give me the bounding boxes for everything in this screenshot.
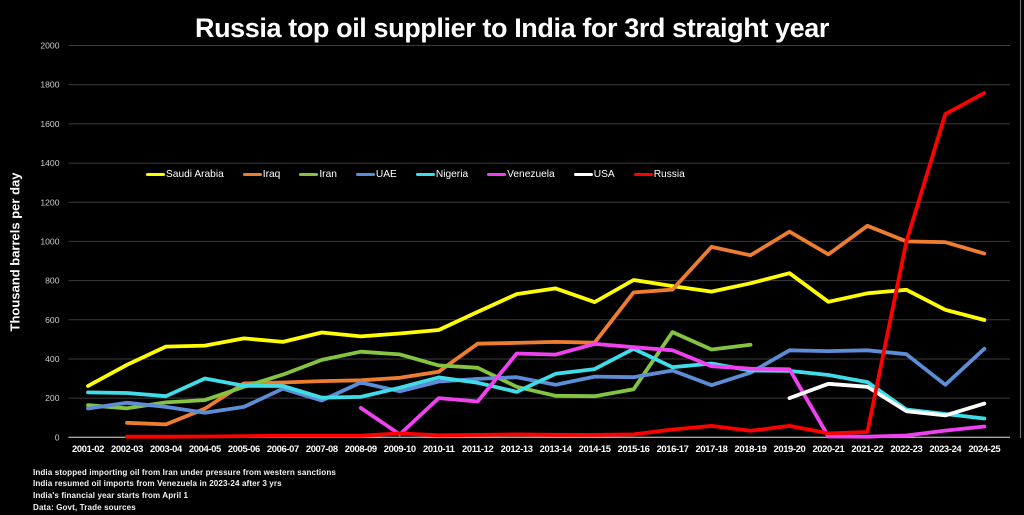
x-tick-label-2024-25: 2024-25	[968, 443, 1000, 454]
x-tick-label-2014-15: 2014-15	[579, 443, 611, 454]
y-tick-label-1000: 1000	[40, 236, 59, 246]
x-tick-label-2003-04: 2003-04	[150, 443, 183, 454]
legend-label: USA	[593, 169, 615, 180]
x-tick-label-2007-08: 2007-08	[306, 443, 338, 454]
legend-item-nigeria: Nigeria	[415, 169, 469, 180]
legend-item-russia: Russia	[633, 169, 685, 180]
series-line-iraq	[125, 223, 987, 427]
x-tick-label-2013-14: 2013-14	[540, 443, 573, 454]
y-tick-label-1600: 1600	[40, 119, 59, 129]
legend-marker-venezuela	[487, 172, 507, 177]
x-tick-label-2017-18: 2017-18	[696, 443, 728, 454]
y-tick-label-1200: 1200	[40, 197, 59, 207]
chart-legend: Saudi Arabia Iraq Iran UAE Nigeria Venezuela U…	[146, 169, 685, 180]
series-line-iran	[86, 330, 753, 411]
legend-marker-uae	[355, 172, 375, 177]
y-tick-label-200: 200	[45, 393, 60, 403]
x-tick-label-2012-13: 2012-13	[501, 443, 533, 454]
x-tick-label-2008-09: 2008-09	[345, 443, 377, 454]
legend-label: Iraq	[262, 169, 281, 180]
chart-title: Russia top oil supplier to India for 3rd…	[194, 13, 829, 43]
legend-label: Russia	[653, 169, 685, 180]
series-line-saudi-arabia	[86, 271, 987, 388]
x-tick-label-2020-21: 2020-21	[812, 443, 844, 454]
legend-label: UAE	[375, 169, 397, 180]
footnote-line-4: Data: Govt, Trade sources	[33, 502, 136, 512]
y-tick-label-400: 400	[45, 354, 60, 364]
legend-item-venezuela: Venezuela	[487, 169, 555, 180]
legend-item-iran: Iran	[299, 169, 337, 180]
y-tick-label-0: 0	[55, 432, 60, 442]
legend-label: Iran	[319, 169, 337, 180]
y-tick-label-600: 600	[45, 315, 60, 325]
legend-item-usa: USA	[573, 169, 615, 180]
y-tick-label-1400: 1400	[40, 158, 59, 168]
x-tick-label-2010-11: 2010-11	[423, 443, 455, 454]
legend-marker-russia	[633, 172, 653, 177]
legend-item-saudi-arabia: Saudi Arabia	[146, 169, 224, 180]
x-tick-label-2016-17: 2016-17	[657, 443, 689, 454]
x-tick-label-2002-03: 2002-03	[111, 443, 143, 454]
x-tick-label-2005-06: 2005-06	[228, 443, 260, 454]
legend-label: Venezuela	[507, 169, 555, 180]
x-tick-label-2021-22: 2021-22	[851, 443, 883, 454]
legend-marker-iran	[299, 172, 319, 177]
x-tick-label-2022-23: 2022-23	[890, 443, 922, 454]
x-tick-label-2018-19: 2018-19	[735, 443, 767, 454]
legend-item-uae: UAE	[355, 169, 397, 180]
footnotes: India stopped importing oil from Iran un…	[33, 467, 336, 514]
footnote-line-2: India resumed oil imports from Venezuela…	[33, 479, 282, 489]
x-tick-label-2011-12: 2011-12	[462, 443, 494, 454]
legend-marker-nigeria	[415, 172, 435, 177]
footnote-line-1: India stopped importing oil from Iran un…	[33, 467, 336, 477]
legend-label: Saudi Arabia	[166, 169, 224, 180]
legend-marker-usa	[573, 172, 593, 177]
legend-marker-iraq	[242, 172, 262, 177]
series-line-venezuela	[358, 341, 987, 439]
legend-item-iraq: Iraq	[242, 169, 281, 180]
y-tick-label-2000: 2000	[40, 41, 59, 51]
footnote-line-3: India's financial year starts from April…	[33, 490, 189, 500]
series-line-russia	[125, 91, 987, 439]
y-tick-label-800: 800	[45, 276, 60, 286]
x-tick-label-2006-07: 2006-07	[267, 443, 299, 454]
x-tick-label-2009-10: 2009-10	[384, 443, 416, 454]
y-tick-label-1800: 1800	[40, 80, 59, 90]
legend-label: Nigeria	[435, 169, 469, 180]
x-tick-label-2019-20: 2019-20	[773, 443, 805, 454]
series-line-nigeria	[86, 346, 987, 421]
x-tick-label-2023-24: 2023-24	[929, 443, 962, 454]
legend-marker-saudi-arabia	[146, 172, 165, 177]
x-tick-label-2001-02: 2001-02	[72, 443, 104, 454]
x-tick-label-2015-16: 2015-16	[618, 443, 650, 454]
x-tick-label-2004-05: 2004-05	[189, 443, 221, 454]
series-line-usa	[787, 381, 987, 418]
